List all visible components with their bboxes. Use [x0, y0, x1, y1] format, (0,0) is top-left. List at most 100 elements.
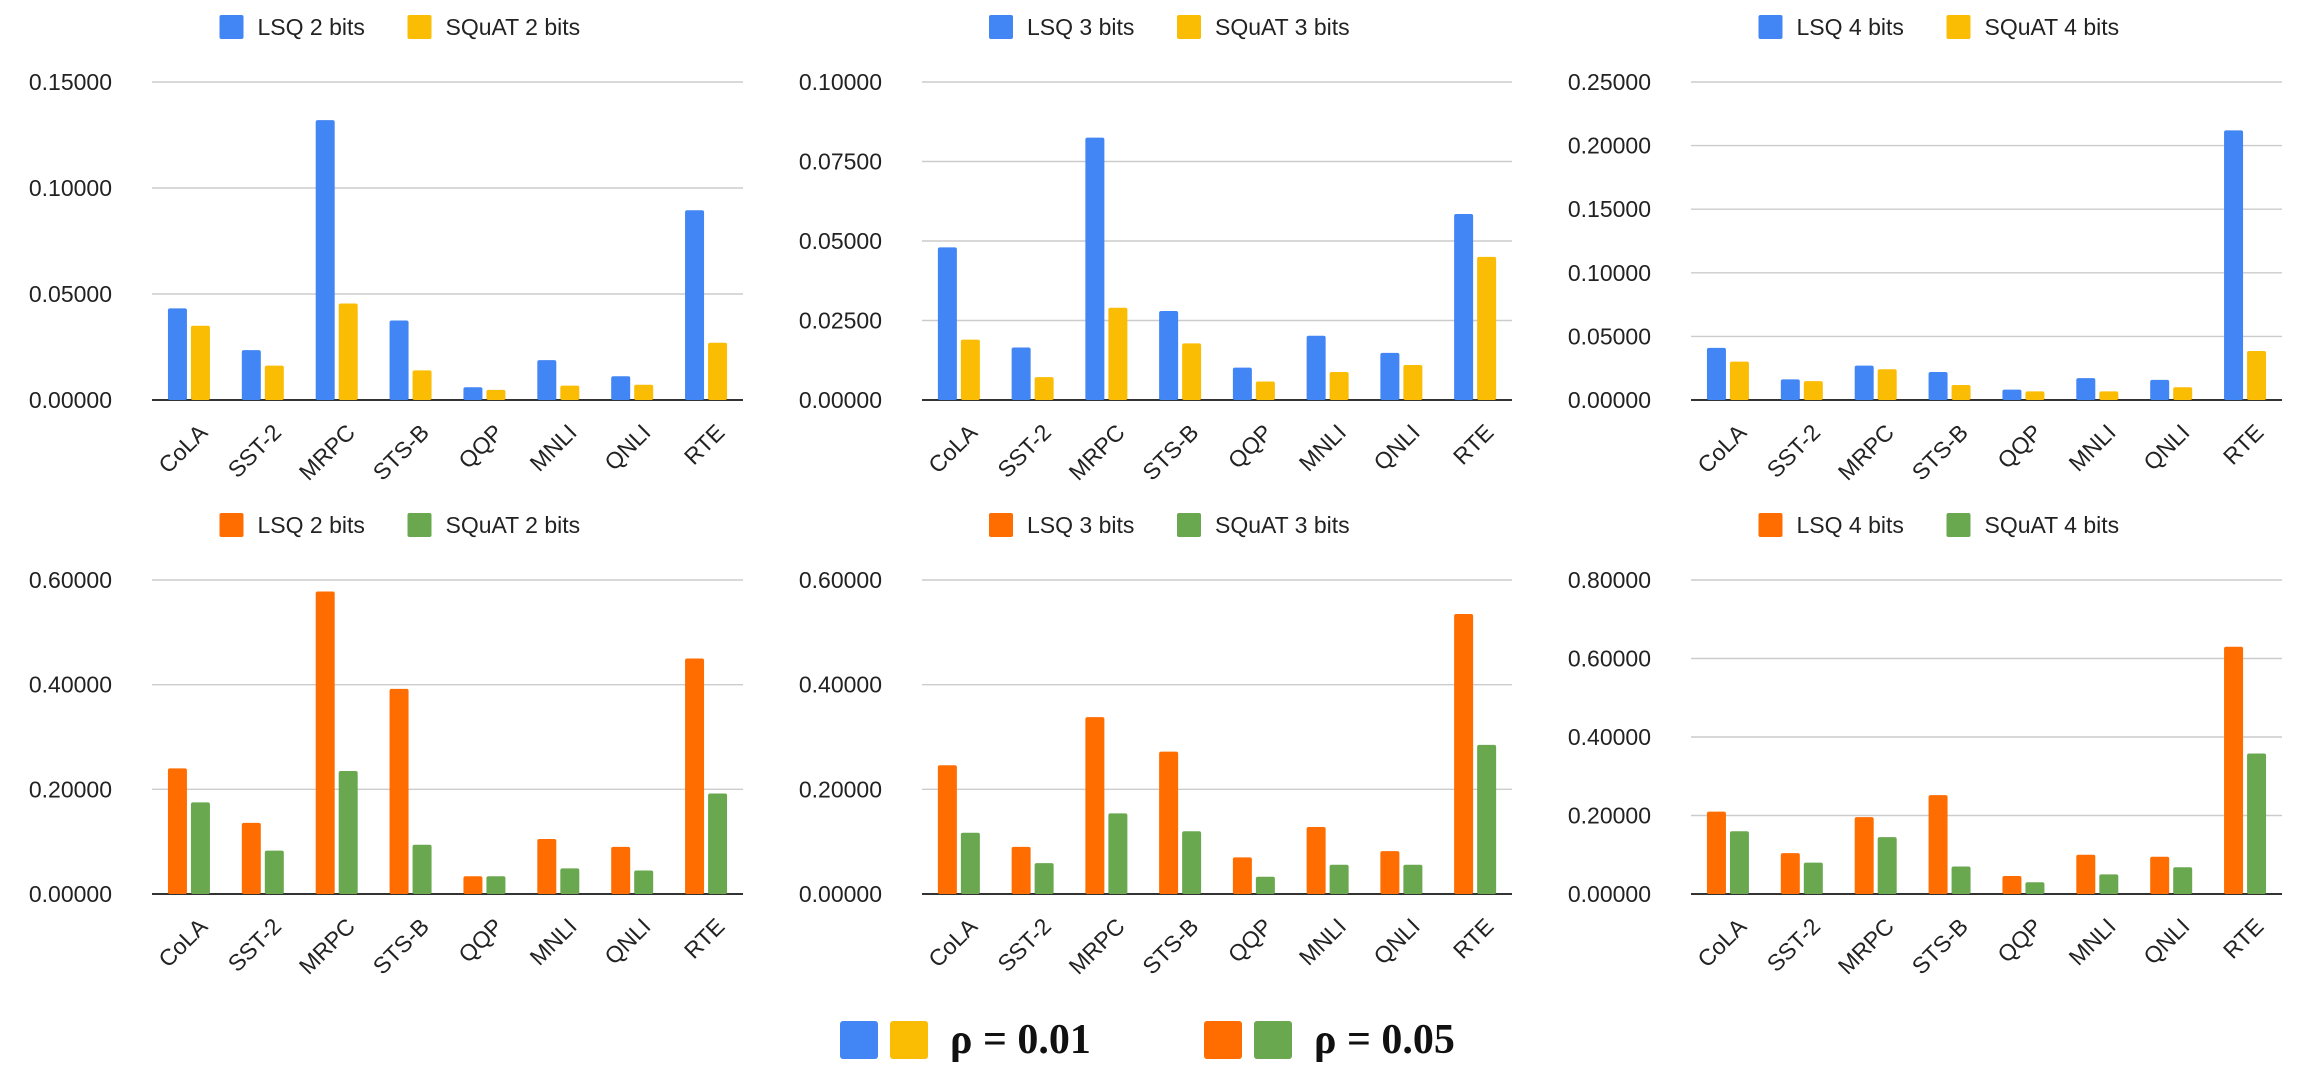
y-tick-label: 0.60000 [29, 567, 112, 593]
bar-lsq-4-bits-sts-b [1928, 372, 1948, 400]
panel-legend: LSQ 3 bits SQuAT 3 bits [989, 14, 1350, 40]
bar-squat-2-bits-cola [190, 325, 210, 400]
x-tick-label: RTE [1448, 913, 1499, 964]
y-tick-label: 0.60000 [1568, 646, 1651, 672]
x-tick-label: CoLA [1692, 913, 1752, 973]
bar-squat-4-bits-mrpc [1877, 837, 1897, 894]
bar-squat-4-bits-mnli [2099, 874, 2119, 894]
bar-lsq-3-bits-qqp [1232, 367, 1252, 400]
x-tick-label: CoLA [153, 419, 213, 479]
bar-lsq-2-bits-cola [167, 768, 187, 894]
bar-lsq-3-bits-sts-b [1159, 310, 1179, 400]
legend-rho-005: ρ = 0.05 [1204, 1010, 1455, 1070]
bar-squat-4-bits-sst-2 [1803, 862, 1823, 894]
panel-legend: LSQ 2 bits SQuAT 2 bits [219, 14, 580, 40]
bar-squat-2-bits-mnli [560, 385, 580, 400]
bar-lsq-3-bits-rte [1454, 213, 1474, 400]
y-tick-label: 0.05000 [1568, 323, 1651, 349]
x-tick-label: MNLI [524, 419, 581, 476]
x-tick-label: RTE [1448, 419, 1499, 470]
bar-lsq-4-bits-rte [2224, 130, 2244, 400]
bar-squat-4-bits-cola [1729, 831, 1749, 894]
y-tick-label: 0.07500 [799, 149, 882, 175]
x-tick-label: QNLI [599, 419, 655, 475]
bar-lsq-4-bits-sst-2 [1780, 379, 1800, 400]
bar-squat-4-bits-qqp [2025, 391, 2045, 400]
y-tick-label: 0.00000 [1568, 881, 1651, 907]
x-tick-label: CoLA [153, 913, 213, 973]
legend-label: LSQ 2 bits [258, 14, 365, 40]
y-tick-label: 0.20000 [799, 776, 882, 802]
x-tick-label: QQP [453, 419, 508, 474]
bar-lsq-4-bits-sst-2 [1780, 853, 1800, 894]
bar-lsq-4-bits-mrpc [1854, 365, 1874, 400]
legend-label: SQuAT 3 bits [1215, 512, 1350, 538]
bar-lsq-2-bits-rte [685, 210, 705, 400]
y-tick-label: 0.00000 [1568, 387, 1651, 413]
x-tick-label: MRPC [294, 419, 360, 485]
bar-lsq-3-bits-mnli [1306, 827, 1326, 894]
bar-lsq-4-bits-mrpc [1854, 817, 1874, 894]
legend-swatch [219, 15, 244, 39]
bar-squat-2-bits-sts-b [412, 370, 432, 400]
legend-swatch [1946, 15, 1971, 39]
bar-lsq-4-bits-cola [1706, 347, 1726, 400]
x-tick-label: MRPC [1833, 419, 1899, 485]
x-tick-label: STS-B [1137, 913, 1203, 979]
y-tick-label: 0.60000 [799, 567, 882, 593]
x-tick-label: MNLI [1294, 913, 1351, 970]
x-tick-label: QQP [1223, 419, 1278, 474]
bar-squat-3-bits-mnli [1329, 372, 1349, 400]
x-tick-label: QNLI [599, 913, 655, 969]
bar-squat-2-bits-cola [190, 802, 210, 894]
x-tick-label: CoLA [923, 913, 983, 973]
bar-squat-3-bits-rte [1477, 256, 1497, 400]
x-tick-label: CoLA [923, 419, 983, 479]
bar-lsq-2-bits-sts-b [389, 320, 409, 400]
bar-squat-2-bits-sst-2 [264, 365, 284, 400]
legend-label: SQuAT 4 bits [1985, 14, 2120, 40]
bar-lsq-4-bits-cola [1706, 811, 1726, 894]
y-tick-label: 0.10000 [1568, 260, 1651, 286]
bar-squat-4-bits-sts-b [1951, 866, 1971, 894]
bar-lsq-2-bits-rte [685, 658, 705, 894]
bar-squat-4-bits-qqp [2025, 882, 2045, 894]
bar-lsq-4-bits-sts-b [1928, 795, 1948, 894]
bar-squat-3-bits-sst-2 [1034, 863, 1054, 894]
legend-swatch [1177, 15, 1201, 39]
x-tick-label: STS-B [1907, 419, 1973, 485]
chart-panel-5: 0.00000 0.20000 0.40000 0.60000 CoLA SST-2 MRP… [799, 512, 1512, 979]
y-tick-label: 0.40000 [799, 672, 882, 698]
bar-lsq-2-bits-qnli [611, 376, 631, 400]
x-tick-label: MNLI [2063, 913, 2120, 970]
x-tick-label: STS-B [368, 419, 434, 485]
bar-squat-3-bits-qnli [1403, 864, 1423, 894]
chart-panel-1: 0.00000 0.05000 0.10000 0.15000 CoLA SST-2 MRP… [29, 14, 743, 485]
legend-swatch [407, 15, 432, 39]
x-tick-label: STS-B [1137, 419, 1203, 485]
bar-squat-4-bits-qnli [2173, 387, 2193, 400]
bar-squat-3-bits-qnli [1403, 365, 1423, 400]
bar-squat-3-bits-sts-b [1182, 831, 1202, 894]
bar-squat-2-bits-rte [708, 342, 728, 400]
bar-squat-2-bits-sts-b [412, 844, 432, 894]
y-tick-label: 0.02500 [799, 308, 882, 334]
legend-label: LSQ 2 bits [258, 512, 365, 538]
x-tick-label: SST-2 [223, 419, 287, 483]
bar-squat-3-bits-sts-b [1182, 343, 1202, 400]
legend-rho-005-swatch-squat [1254, 1021, 1292, 1059]
x-tick-label: MRPC [1064, 419, 1130, 485]
x-tick-label: MNLI [1294, 419, 1351, 476]
legend-label: SQuAT 4 bits [1985, 512, 2120, 538]
y-tick-label: 0.00000 [799, 387, 882, 413]
bar-squat-2-bits-mrpc [338, 771, 358, 894]
bar-squat-3-bits-cola [960, 339, 980, 400]
bottom-legend: ρ = 0.01 ρ = 0.05 [0, 1010, 2306, 1070]
bar-lsq-2-bits-qqp [463, 876, 483, 894]
bar-lsq-3-bits-cola [937, 765, 957, 894]
x-tick-label: RTE [2218, 419, 2269, 470]
bar-squat-2-bits-qnli [634, 384, 654, 400]
bar-squat-4-bits-sst-2 [1803, 381, 1823, 400]
bar-lsq-2-bits-sst-2 [241, 350, 261, 400]
